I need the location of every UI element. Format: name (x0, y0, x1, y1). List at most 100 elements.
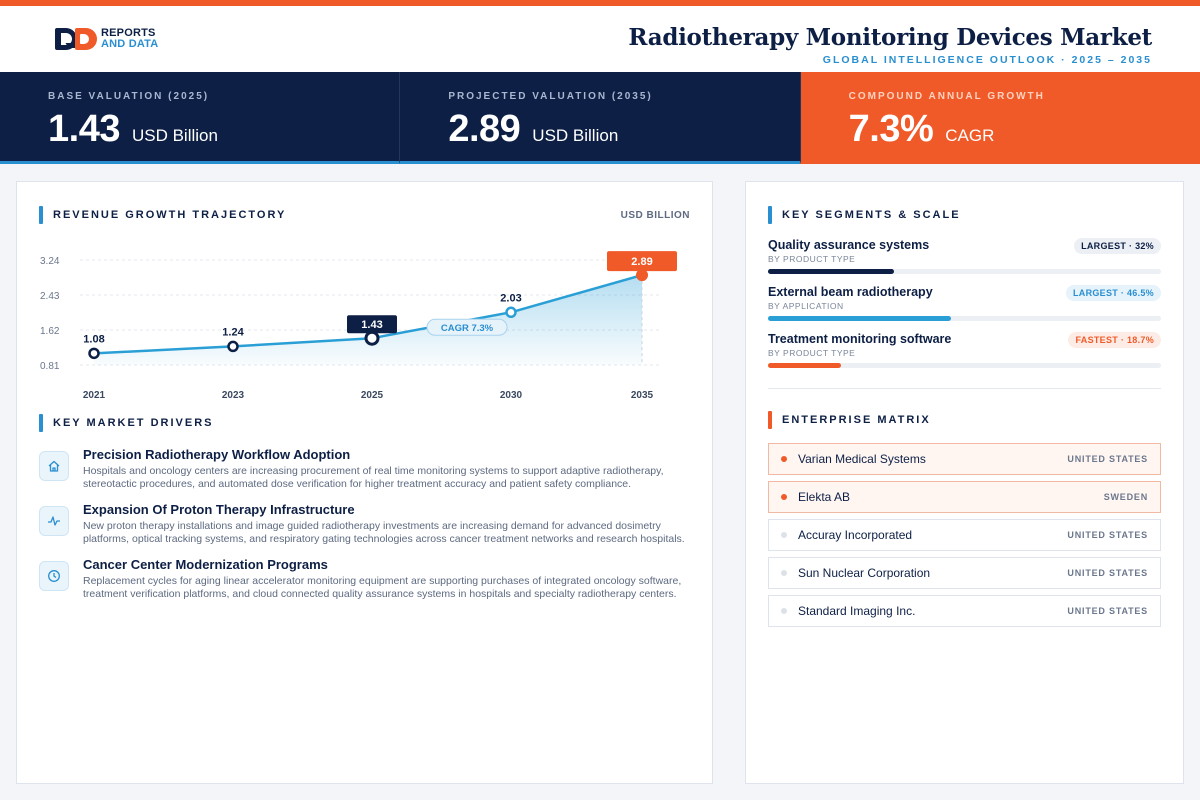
company-name: Elekta AB (798, 490, 851, 504)
value-tag-current (347, 315, 397, 334)
section-accent-bar (39, 206, 43, 224)
company-row[interactable]: Standard Imaging Inc. UNITED STATES (768, 595, 1161, 627)
page-subtitle: GLOBAL INTELLIGENCE OUTLOOK · 2025 – 203… (822, 54, 1152, 66)
driver-text: Hospitals and oncology centers are incre… (83, 465, 664, 490)
kpi-value: 7.3% (848, 108, 934, 150)
data-label: 2.03 (500, 292, 521, 304)
company-row[interactable]: Sun Nuclear Corporation UNITED STATES (768, 557, 1161, 589)
driver-text: Replacement cycles for aging linear acce… (83, 575, 682, 600)
segment-share-fill (768, 316, 951, 321)
segment-category: BY PRODUCT TYPE (768, 254, 856, 264)
y-tick-label: 1.62 (40, 326, 60, 337)
segment-share-fill (768, 269, 894, 274)
driver-title: Cancer Center Modernization Programs (83, 557, 328, 572)
company-name: Sun Nuclear Corporation (798, 566, 931, 580)
segment-badge: LARGEST · 32% (1074, 238, 1161, 254)
segments-list: Quality assurance systems BY PRODUCT TYP… (768, 238, 1161, 379)
segment-share-bar (768, 316, 1161, 321)
kpi-label: PROJECTED VALUATION (2035) (448, 91, 653, 102)
kpi-value: 1.43 (48, 108, 120, 150)
kpi-value-group: 1.43 USD Billion (48, 108, 218, 151)
pulse-icon (39, 506, 69, 536)
company-name: Varian Medical Systems (798, 452, 926, 466)
segment-name: External beam radiotherapy (768, 285, 933, 299)
logo-text: REPORTS AND DATA (101, 28, 158, 50)
segment-name: Treatment monitoring software (768, 332, 952, 346)
company-country: UNITED STATES (1067, 454, 1148, 464)
company-row[interactable]: Elekta AB SWEDEN (768, 481, 1161, 513)
company-row[interactable]: Accuray Incorporated UNITED STATES (768, 519, 1161, 551)
kpi-value: 2.89 (448, 108, 521, 150)
value-tag-final (607, 251, 677, 272)
segment-badge: LARGEST · 46.5% (1065, 285, 1161, 301)
kpi-value-group: 7.3% CAGR (849, 108, 995, 151)
data-point (88, 347, 100, 360)
section-title-text: ENTERPRISE MATRIX (782, 414, 931, 426)
company-country: UNITED STATES (1067, 606, 1148, 616)
section-title-matrix: ENTERPRISE MATRIX (768, 411, 931, 429)
company-name: Standard Imaging Inc. (798, 604, 916, 618)
chart-unit-label: USD BILLION (620, 210, 690, 221)
y-tick-label: 3.24 (40, 256, 60, 267)
status-dot (781, 532, 787, 538)
enterprise-matrix: Varian Medical Systems UNITED STATES Ele… (768, 443, 1161, 633)
data-label: 1.08 (83, 333, 104, 345)
x-tick-label: 2025 (361, 390, 384, 401)
segment-row: External beam radiotherapy BY APPLICATIO… (768, 285, 1161, 332)
y-tick-label: 0.81 (40, 361, 60, 372)
kpi-projected-valuation: PROJECTED VALUATION (2035) 2.89 USD Bill… (399, 72, 800, 164)
section-title-trajectory: REVENUE GROWTH TRAJECTORY (39, 206, 286, 224)
driver-title: Precision Radiotherapy Workflow Adoption (83, 447, 351, 462)
data-point (636, 269, 648, 282)
section-title-drivers: KEY MARKET DRIVERS (39, 414, 213, 432)
revenue-trend-chart: 3.24 2.43 1.62 0.81 CAGR 7.3% 1.08 2021 1.24 202… (40, 251, 677, 401)
clock-icon (39, 561, 69, 591)
company-country: UNITED STATES (1067, 568, 1148, 578)
section-title-text: REVENUE GROWTH TRAJECTORY (53, 209, 287, 221)
kpi-cagr: COMPOUND ANNUAL GROWTH 7.3% CAGR (799, 72, 1200, 164)
company-country: SWEDEN (1103, 492, 1148, 502)
data-label: 1.24 (222, 326, 244, 338)
segment-row: Quality assurance systems BY PRODUCT TYP… (768, 238, 1161, 285)
data-point (227, 340, 239, 353)
company-name: Accuray Incorporated (798, 528, 913, 542)
segment-badge: FASTEST · 18.7% (1068, 332, 1161, 348)
y-tick-label: 2.43 (40, 291, 60, 302)
company-row[interactable]: Varian Medical Systems UNITED STATES (768, 443, 1161, 475)
section-title-segments: KEY SEGMENTS & SCALE (768, 206, 961, 224)
area-fill (94, 275, 642, 365)
cagr-annotation-pill (426, 318, 508, 336)
kpi-unit: USD Billion (131, 126, 218, 145)
section-title-text: KEY SEGMENTS & SCALE (782, 209, 961, 221)
section-accent-bar (39, 414, 43, 432)
segment-share-fill (768, 363, 842, 368)
x-tick-label: 2021 (83, 390, 106, 401)
cagr-annotation: CAGR 7.3% (441, 323, 494, 334)
section-title-text: KEY MARKET DRIVERS (53, 417, 214, 429)
home-icon (39, 451, 69, 481)
status-dot (781, 494, 787, 500)
driver-item: Precision Radiotherapy Workflow Adoption… (37, 447, 697, 491)
brand-logo[interactable]: REPORTS AND DATA (55, 28, 158, 50)
company-country: UNITED STATES (1067, 530, 1148, 540)
kpi-value-group: 2.89 USD Billion (448, 108, 618, 151)
kpi-label: BASE VALUATION (2025) (48, 91, 210, 102)
driver-title: Expansion Of Proton Therapy Infrastructu… (83, 502, 355, 517)
data-label: 1.43 (361, 319, 382, 331)
driver-text: New proton therapy installations and ima… (83, 520, 685, 545)
segment-name: Quality assurance systems (768, 238, 930, 252)
kpi-unit: USD Billion (532, 126, 619, 145)
left-panel: REVENUE GROWTH TRAJECTORY USD BILLION 3.… (16, 181, 713, 784)
logo-line-1: REPORTS (101, 27, 156, 39)
x-tick-label: 2023 (222, 390, 245, 401)
section-accent-bar (768, 206, 772, 224)
status-dot (781, 570, 787, 576)
page-title: Radiotherapy Monitoring Devices Market (628, 24, 1152, 51)
data-label: 2.89 (631, 256, 652, 268)
status-dot (781, 456, 787, 462)
segment-category: BY APPLICATION (768, 301, 844, 311)
kpi-base-valuation: BASE VALUATION (2025) 1.43 USD Billion (0, 72, 400, 164)
drivers-list: Precision Radiotherapy Workflow Adoption… (37, 447, 697, 612)
data-point (505, 306, 517, 319)
segment-share-bar (768, 269, 1161, 274)
